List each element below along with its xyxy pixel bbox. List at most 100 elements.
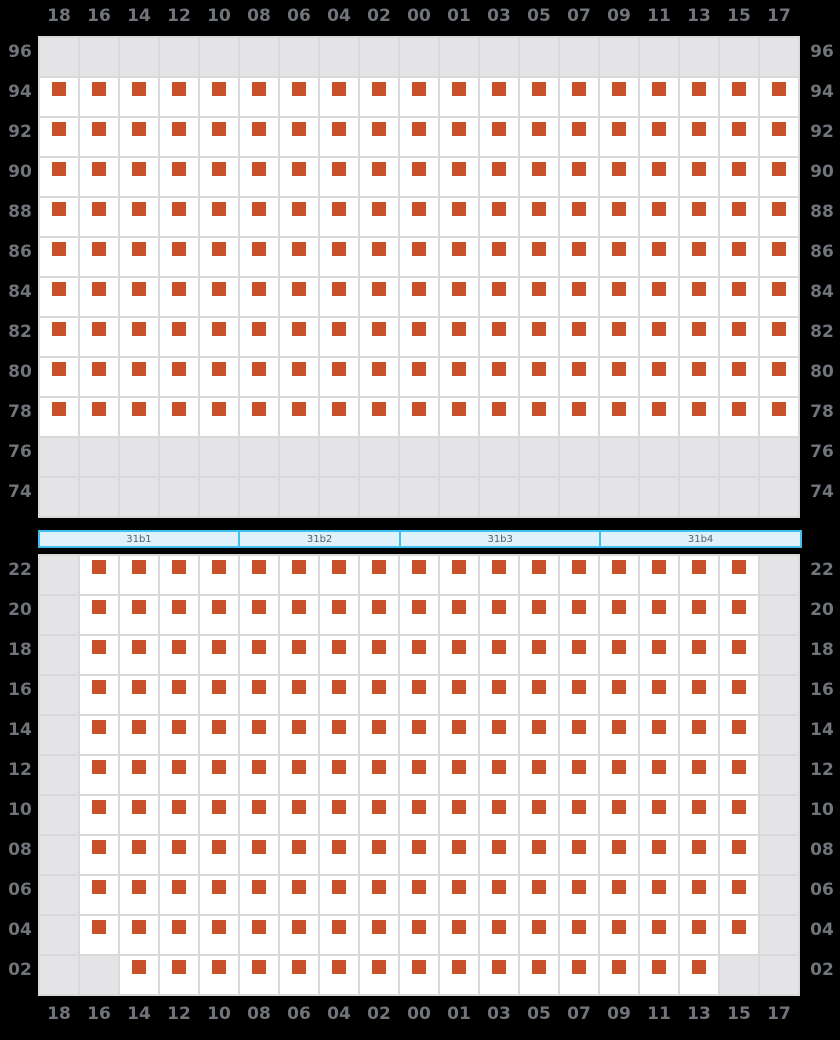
cell-r88-c04[interactable]: [320, 198, 358, 236]
cell-r06-c12[interactable]: [160, 876, 198, 914]
cell-r84-c07[interactable]: [560, 278, 598, 316]
cell-r10-c12[interactable]: [160, 796, 198, 834]
cell-r10-c14[interactable]: [120, 796, 158, 834]
cell-r82-c16[interactable]: [80, 318, 118, 356]
cell-r22-c05[interactable]: [520, 556, 558, 594]
cell-r86-c00[interactable]: [400, 238, 438, 276]
cell-r88-c18[interactable]: [40, 198, 78, 236]
cell-r94-c14[interactable]: [120, 78, 158, 116]
cell-r84-c10[interactable]: [200, 278, 238, 316]
cell-r18-c10[interactable]: [200, 636, 238, 674]
cell-r92-c07[interactable]: [560, 118, 598, 156]
cell-r80-c05[interactable]: [520, 358, 558, 396]
cell-r08-c08[interactable]: [240, 836, 278, 874]
cell-r18-c15[interactable]: [720, 636, 758, 674]
cell-r88-c13[interactable]: [680, 198, 718, 236]
cell-r94-c13[interactable]: [680, 78, 718, 116]
section-segment-31b4[interactable]: 31b4: [599, 532, 800, 546]
cell-r22-c01[interactable]: [440, 556, 478, 594]
cell-r18-c09[interactable]: [600, 636, 638, 674]
cell-r84-c00[interactable]: [400, 278, 438, 316]
cell-r20-c08[interactable]: [240, 596, 278, 634]
cell-r78-c11[interactable]: [640, 398, 678, 436]
cell-r06-c05[interactable]: [520, 876, 558, 914]
cell-r92-c08[interactable]: [240, 118, 278, 156]
cell-r88-c05[interactable]: [520, 198, 558, 236]
cell-r82-c13[interactable]: [680, 318, 718, 356]
cell-r18-c12[interactable]: [160, 636, 198, 674]
cell-r90-c05[interactable]: [520, 158, 558, 196]
cell-r10-c04[interactable]: [320, 796, 358, 834]
cell-r22-c13[interactable]: [680, 556, 718, 594]
cell-r18-c08[interactable]: [240, 636, 278, 674]
cell-r14-c06[interactable]: [280, 716, 318, 754]
cell-r82-c08[interactable]: [240, 318, 278, 356]
cell-r08-c13[interactable]: [680, 836, 718, 874]
cell-r22-c16[interactable]: [80, 556, 118, 594]
cell-r80-c11[interactable]: [640, 358, 678, 396]
cell-r94-c18[interactable]: [40, 78, 78, 116]
cell-r02-c12[interactable]: [160, 956, 198, 994]
cell-r20-c13[interactable]: [680, 596, 718, 634]
cell-r02-c00[interactable]: [400, 956, 438, 994]
cell-r04-c03[interactable]: [480, 916, 518, 954]
cell-r12-c11[interactable]: [640, 756, 678, 794]
cell-r78-c17[interactable]: [760, 398, 798, 436]
cell-r92-c18[interactable]: [40, 118, 78, 156]
cell-r84-c09[interactable]: [600, 278, 638, 316]
cell-r14-c11[interactable]: [640, 716, 678, 754]
cell-r20-c16[interactable]: [80, 596, 118, 634]
cell-r84-c14[interactable]: [120, 278, 158, 316]
cell-r94-c16[interactable]: [80, 78, 118, 116]
cell-r84-c15[interactable]: [720, 278, 758, 316]
cell-r02-c11[interactable]: [640, 956, 678, 994]
cell-r88-c03[interactable]: [480, 198, 518, 236]
cell-r06-c11[interactable]: [640, 876, 678, 914]
cell-r88-c08[interactable]: [240, 198, 278, 236]
cell-r92-c12[interactable]: [160, 118, 198, 156]
cell-r14-c02[interactable]: [360, 716, 398, 754]
cell-r94-c11[interactable]: [640, 78, 678, 116]
cell-r94-c17[interactable]: [760, 78, 798, 116]
cell-r08-c11[interactable]: [640, 836, 678, 874]
cell-r12-c03[interactable]: [480, 756, 518, 794]
cell-r14-c01[interactable]: [440, 716, 478, 754]
cell-r92-c06[interactable]: [280, 118, 318, 156]
cell-r22-c00[interactable]: [400, 556, 438, 594]
cell-r94-c04[interactable]: [320, 78, 358, 116]
cell-r20-c04[interactable]: [320, 596, 358, 634]
cell-r20-c15[interactable]: [720, 596, 758, 634]
cell-r80-c07[interactable]: [560, 358, 598, 396]
cell-r90-c04[interactable]: [320, 158, 358, 196]
cell-r80-c08[interactable]: [240, 358, 278, 396]
cell-r04-c07[interactable]: [560, 916, 598, 954]
cell-r20-c14[interactable]: [120, 596, 158, 634]
cell-r80-c02[interactable]: [360, 358, 398, 396]
cell-r12-c08[interactable]: [240, 756, 278, 794]
cell-r20-c05[interactable]: [520, 596, 558, 634]
cell-r90-c03[interactable]: [480, 158, 518, 196]
cell-r22-c12[interactable]: [160, 556, 198, 594]
cell-r18-c11[interactable]: [640, 636, 678, 674]
cell-r92-c00[interactable]: [400, 118, 438, 156]
cell-r80-c12[interactable]: [160, 358, 198, 396]
cell-r02-c06[interactable]: [280, 956, 318, 994]
cell-r14-c05[interactable]: [520, 716, 558, 754]
cell-r08-c10[interactable]: [200, 836, 238, 874]
cell-r16-c06[interactable]: [280, 676, 318, 714]
cell-r22-c15[interactable]: [720, 556, 758, 594]
cell-r22-c07[interactable]: [560, 556, 598, 594]
cell-r16-c04[interactable]: [320, 676, 358, 714]
cell-r04-c15[interactable]: [720, 916, 758, 954]
cell-r22-c04[interactable]: [320, 556, 358, 594]
cell-r08-c16[interactable]: [80, 836, 118, 874]
cell-r18-c13[interactable]: [680, 636, 718, 674]
cell-r84-c11[interactable]: [640, 278, 678, 316]
cell-r08-c07[interactable]: [560, 836, 598, 874]
cell-r92-c15[interactable]: [720, 118, 758, 156]
cell-r08-c14[interactable]: [120, 836, 158, 874]
cell-r08-c04[interactable]: [320, 836, 358, 874]
cell-r78-c01[interactable]: [440, 398, 478, 436]
cell-r14-c08[interactable]: [240, 716, 278, 754]
cell-r08-c15[interactable]: [720, 836, 758, 874]
